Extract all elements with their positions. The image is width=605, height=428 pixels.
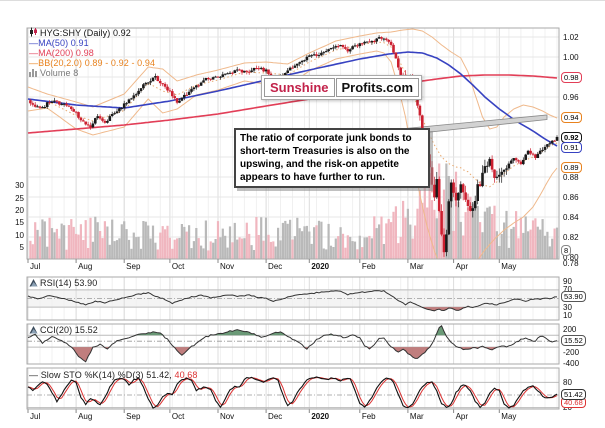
legend-main-label: HYG:SHY (Daily) 0.92 bbox=[40, 28, 131, 38]
sunshine-profits-watermark: Sunshine Profits.com bbox=[261, 75, 423, 100]
legend-main: HYG:SHY (Daily) 0.92 bbox=[29, 27, 131, 38]
rsi-panel-label: RSI(14) 53.90 bbox=[29, 278, 97, 288]
volume-bars-icon bbox=[29, 69, 37, 77]
sto-label-text: — Slow STO %K(14) %D(3) 51.42, bbox=[29, 370, 172, 380]
candlestick-icon bbox=[30, 27, 37, 37]
legend-volume: Volume 8 bbox=[29, 68, 78, 78]
indicator-icon bbox=[29, 279, 38, 287]
legend-volume-label: Volume 8 bbox=[40, 68, 79, 78]
legend-bb-label: —BB(20,2.0) 0.89 - 0.92 - 0.94 bbox=[29, 58, 156, 68]
watermark-sunshine: Sunshine bbox=[264, 78, 335, 97]
indicator-icon bbox=[29, 326, 38, 334]
legend-ma200: —MA(200) 0.98 bbox=[29, 48, 94, 58]
legend-ma50: —MA(50) 0.91 bbox=[29, 38, 89, 48]
legend-ma50-label: —MA(50) 0.91 bbox=[29, 38, 89, 48]
legend-ma200-label: —MA(200) 0.98 bbox=[29, 48, 94, 58]
cci-panel-label: CCI(20) 15.52 bbox=[29, 325, 98, 335]
cci-label-text: CCI(20) 15.52 bbox=[40, 325, 98, 335]
rsi-label-text: RSI(14) 53.90 bbox=[40, 278, 98, 288]
annotation-callout-box: The ratio of corporate junk bonds to sho… bbox=[234, 128, 430, 188]
watermark-profits: Profits.com bbox=[335, 78, 420, 97]
annotation-text: The ratio of corporate junk bonds to sho… bbox=[240, 133, 412, 183]
legend-bb: —BB(20,2.0) 0.89 - 0.92 - 0.94 bbox=[29, 58, 155, 68]
sto-d-value: 40.68 bbox=[174, 370, 198, 380]
sto-panel-label: — Slow STO %K(14) %D(3) 51.42, 40.68 bbox=[29, 370, 198, 380]
